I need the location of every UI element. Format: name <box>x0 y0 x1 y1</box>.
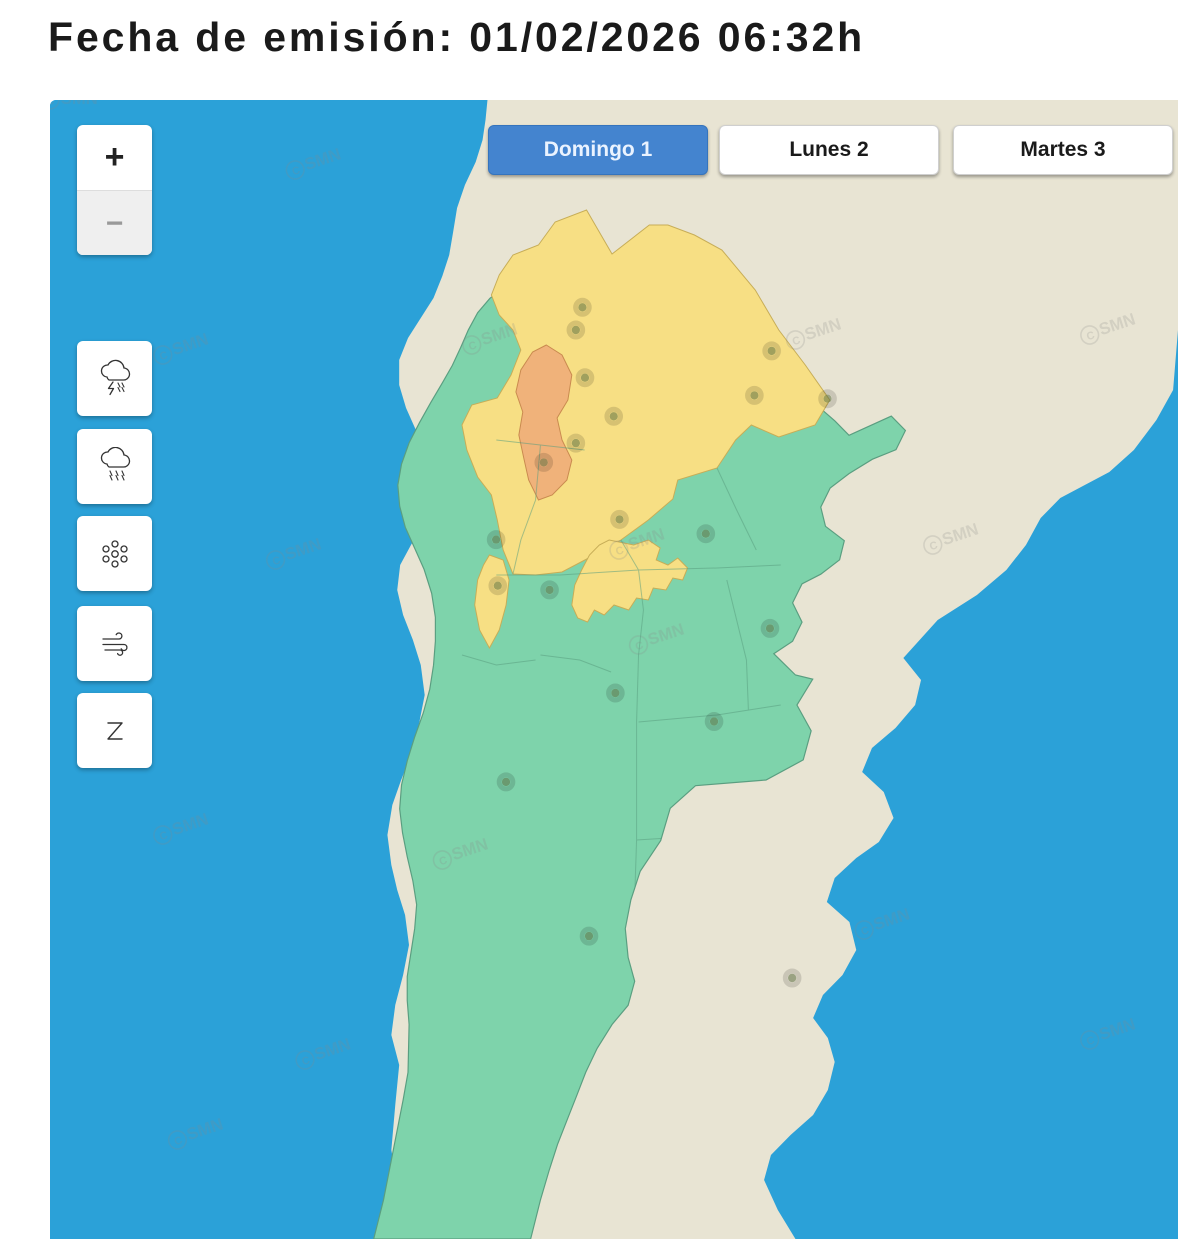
svg-text:C: C <box>50 100 54 108</box>
svg-text:SMN: SMN <box>61 100 98 108</box>
